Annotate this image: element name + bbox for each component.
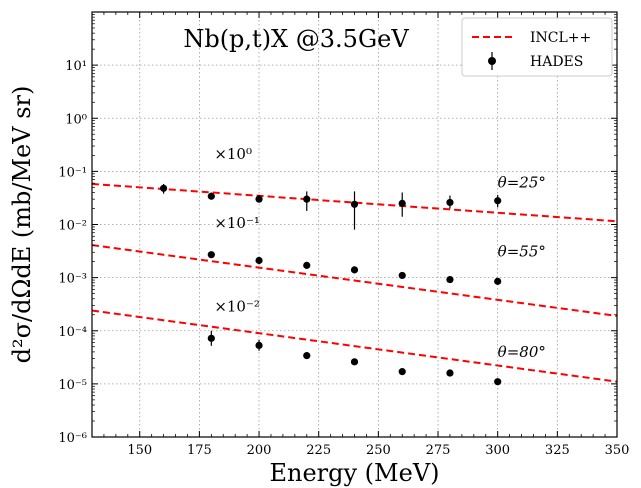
hades-data-point — [255, 341, 263, 349]
x-tick-label: 300 — [485, 443, 510, 458]
hades-data-point — [303, 261, 311, 269]
y-tick-label: 10⁻² — [58, 219, 87, 234]
x-axis-label: Energy (MeV) — [269, 459, 439, 487]
y-tick-label: 10⁻³ — [58, 272, 87, 287]
hades-data-point — [446, 369, 454, 377]
y-tick-label: 10⁻¹ — [58, 165, 87, 180]
series-angle-label: θ=25° — [498, 173, 546, 191]
x-tick-label: 325 — [545, 443, 570, 458]
x-tick-label: 225 — [306, 443, 331, 458]
x-tick-label: 250 — [366, 443, 391, 458]
y-tick-label: 10⁻⁵ — [58, 378, 87, 393]
legend: INCL++ HADES — [461, 17, 613, 77]
x-tick-label: 350 — [605, 443, 630, 458]
hades-data-point — [398, 368, 406, 376]
model-lines — [91, 182, 618, 383]
x-tick-label: 175 — [187, 443, 212, 458]
plot-frame — [91, 11, 618, 438]
series-angle-label: θ=55° — [498, 242, 546, 260]
hades-data-point — [350, 358, 359, 366]
chart-title: Nb(p,t)X @3.5GeV — [183, 25, 409, 53]
hades-data-point — [255, 256, 263, 265]
hades-data-point — [350, 266, 359, 274]
hades-data-point — [207, 334, 215, 342]
legend-label-hades: HADES — [530, 54, 583, 70]
x-tick-label: 150 — [127, 443, 152, 458]
x-tick-label: 200 — [247, 443, 272, 458]
hades-data-point — [303, 352, 311, 360]
series-angle-label: θ=80° — [498, 343, 546, 361]
hades-data-point — [303, 195, 311, 203]
axis-ticks: 150 175 200 225 250 275 300 325 350 10⁻⁶ 10⁻⁵ 10⁻⁴ 1… — [58, 12, 629, 458]
series-scale-label: ×10⁻¹ — [214, 214, 260, 232]
hades-data-point — [159, 184, 168, 192]
hades-data-point — [446, 275, 454, 284]
hades-data-point — [494, 197, 502, 205]
hades-data-point — [350, 200, 359, 208]
y-axis-label: d²σ/dΩdE (mb/MeV sr) — [8, 86, 36, 364]
hades-data-point — [494, 277, 502, 285]
series-annotations: θ=25° θ=55° θ=80° ×10⁰ ×10⁻¹ ×10⁻² — [214, 145, 546, 361]
hades-data-point — [207, 251, 215, 259]
y-tick-label: 10⁰ — [65, 112, 87, 127]
y-tick-label: 10⁻⁶ — [58, 431, 87, 446]
legend-hades-marker-sample — [488, 57, 496, 65]
hades-data-point — [494, 378, 502, 386]
legend-box — [461, 17, 613, 77]
incl-model-line — [91, 244, 618, 317]
incl-model-line — [91, 309, 618, 383]
x-tick-label: 275 — [426, 443, 451, 458]
series-scale-label: ×10⁰ — [214, 145, 252, 163]
series-scale-label: ×10⁻² — [214, 298, 260, 316]
hades-data-point — [446, 198, 454, 207]
hades-data-point — [398, 271, 406, 280]
hades-data-point — [398, 199, 406, 207]
y-tick-label: 10¹ — [65, 59, 87, 74]
hades-data-point — [207, 192, 215, 200]
y-tick-label: 10⁻⁴ — [58, 325, 87, 340]
legend-label-incl: INCL++ — [530, 30, 591, 46]
data-points — [159, 183, 502, 386]
hades-data-point — [255, 195, 263, 203]
